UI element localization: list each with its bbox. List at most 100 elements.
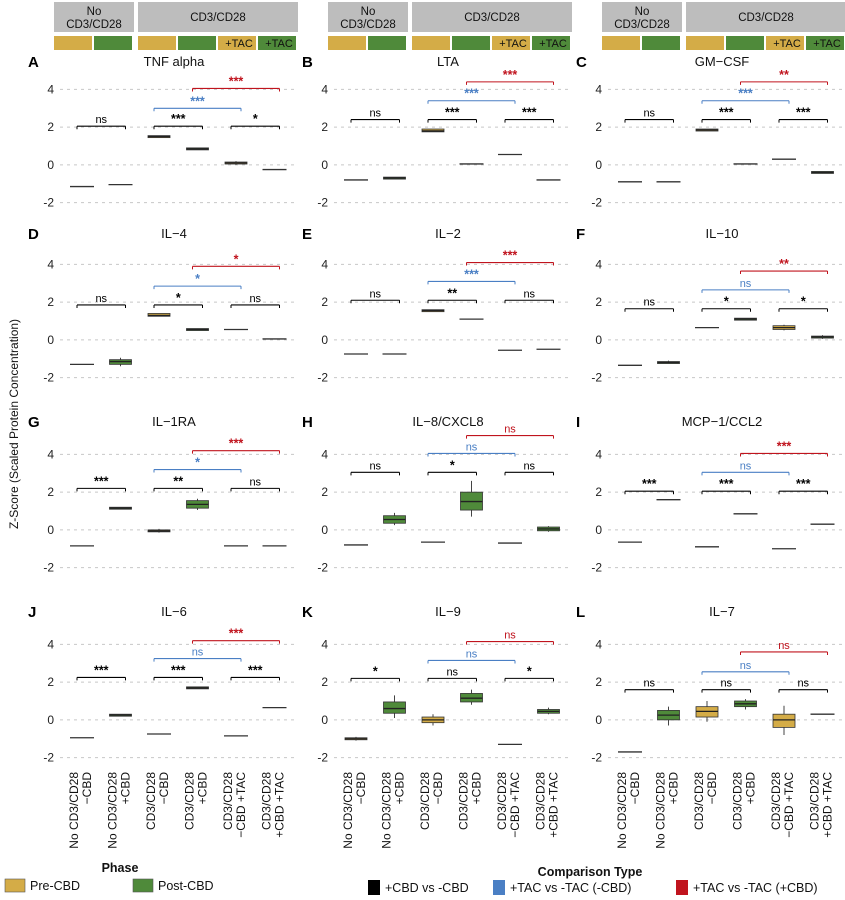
x-tick-label-line2: +CBD: [744, 772, 758, 805]
significance-label: *: [253, 112, 258, 126]
significance-label: ***: [229, 74, 244, 88]
phase-color-segment: [726, 36, 764, 50]
significance-label: *: [195, 456, 200, 470]
significance-label: ns: [95, 293, 107, 305]
no-stim-label-line1: No: [361, 6, 376, 18]
y-tick-label: 0: [47, 333, 54, 347]
stim-header-box: [412, 2, 572, 32]
significance-label: ns: [249, 476, 261, 488]
significance-label: ***: [248, 663, 263, 677]
significance-label: ns: [523, 460, 535, 472]
legend-comparison-label: +TAC vs -TAC (+CBD): [693, 881, 818, 895]
y-tick-label: 0: [321, 523, 328, 537]
legend-phase-title: Phase: [102, 861, 139, 875]
stim-label: CD3/CD28: [464, 12, 520, 24]
y-tick-label: 0: [321, 713, 328, 727]
y-tick-label: 2: [321, 485, 328, 499]
y-axis-label: Z-Score (Scaled Protein Concentration): [7, 319, 21, 529]
legend-comparison-label: +TAC vs -TAC (-CBD): [510, 881, 631, 895]
panel-letter: E: [302, 226, 312, 243]
y-tick-label: 0: [595, 333, 602, 347]
x-tick-label-line1: No CD3/CD28: [654, 772, 668, 849]
phase-color-segment: [178, 36, 216, 50]
significance-label: ns: [192, 647, 204, 659]
y-tick-label: -2: [591, 751, 602, 765]
x-tick-label-line1: No CD3/CD28: [380, 772, 394, 849]
significance-label: ***: [777, 439, 792, 453]
y-tick-label: 2: [47, 485, 54, 499]
y-tick-label: 4: [321, 637, 328, 651]
significance-label: ***: [719, 106, 734, 120]
x-tick-label-line2: −CBD: [705, 772, 719, 805]
x-tick-label-line1: CD3/CD28: [260, 772, 274, 830]
significance-label: ns: [466, 648, 478, 660]
x-tick-label-line1: CD3/CD28: [457, 772, 471, 830]
y-tick-label: 2: [47, 295, 54, 309]
significance-label: ***: [171, 663, 186, 677]
panel-j: J IL−6 -2 0 2 4 *** *** *** ns ***: [28, 604, 298, 765]
legend-post-label: Post-CBD: [158, 879, 214, 893]
panel-title: IL−7: [709, 604, 735, 619]
x-tick-label-line1: CD3/CD28: [418, 772, 432, 830]
legend-pre-swatch: [4, 878, 26, 893]
phase-color-segment: [412, 36, 450, 50]
phase-color-segment: [94, 36, 132, 50]
significance-label: ***: [464, 87, 479, 101]
x-tick-label-line2: +CBD +TAC: [273, 772, 287, 838]
no-stim-label-line2: CD3/CD28: [614, 19, 670, 31]
tac-label-post: +TAC: [265, 38, 293, 50]
significance-label: *: [724, 295, 729, 309]
significance-label: ns: [643, 108, 655, 120]
legend-pre-label: Pre-CBD: [30, 879, 80, 893]
tac-label-pre: +TAC: [499, 38, 527, 50]
x-tick-label-line1: No CD3/CD28: [67, 772, 81, 849]
panel-title: IL−4: [161, 226, 187, 241]
y-tick-label: 0: [595, 523, 602, 537]
panel-title: MCP−1/CCL2: [682, 414, 763, 429]
significance-label: ns: [446, 666, 458, 678]
significance-label: ns: [95, 114, 107, 126]
significance-label: ns: [797, 678, 809, 690]
y-tick-label: -2: [591, 196, 602, 210]
significance-label: ***: [171, 112, 186, 126]
panel-letter: D: [28, 226, 39, 243]
y-tick-label: 4: [321, 257, 328, 271]
y-tick-label: 2: [595, 295, 602, 309]
significance-label: *: [373, 664, 378, 678]
y-tick-label: 2: [321, 675, 328, 689]
tac-label-pre: +TAC: [773, 38, 801, 50]
phase-color-segment: [218, 36, 256, 50]
y-tick-label: 4: [321, 447, 328, 461]
panel-e: E IL−2 -2 0 2 4 ns ** ns *** ***: [302, 226, 572, 385]
phase-color-segment: [138, 36, 176, 50]
y-tick-label: 0: [595, 158, 602, 172]
box: [772, 713, 796, 728]
legend-comparison-swatch: [368, 880, 380, 895]
no-stim-label-line1: No: [87, 6, 102, 18]
box: [383, 701, 406, 714]
no-stim-label-line2: CD3/CD28: [66, 19, 122, 31]
significance-label: **: [779, 257, 789, 271]
stim-label: CD3/CD28: [738, 12, 794, 24]
significance-label: ***: [229, 437, 244, 451]
x-axis-labels: No CD3/CD28 −CBD No CD3/CD28 +CBD CD3/CD28 −C…: [67, 772, 835, 849]
x-tick-label-line2: +CBD: [470, 772, 484, 805]
significance-label: **: [447, 286, 457, 300]
panel-title: TNF alpha: [144, 54, 205, 69]
panel-letter: J: [28, 604, 36, 621]
tac-label-post: +TAC: [539, 38, 567, 50]
no-stim-header-box: [602, 2, 682, 32]
y-tick-label: 0: [47, 158, 54, 172]
x-tick-label-line1: CD3/CD28: [692, 772, 706, 830]
panel-d: D IL−4 -2 0 2 4 ns * ns * *: [28, 226, 298, 385]
y-tick-label: 4: [321, 82, 328, 96]
phase-color-segment: [54, 36, 92, 50]
x-tick-label-line2: −CBD: [628, 772, 642, 805]
x-tick-label-line1: No CD3/CD28: [615, 772, 629, 849]
